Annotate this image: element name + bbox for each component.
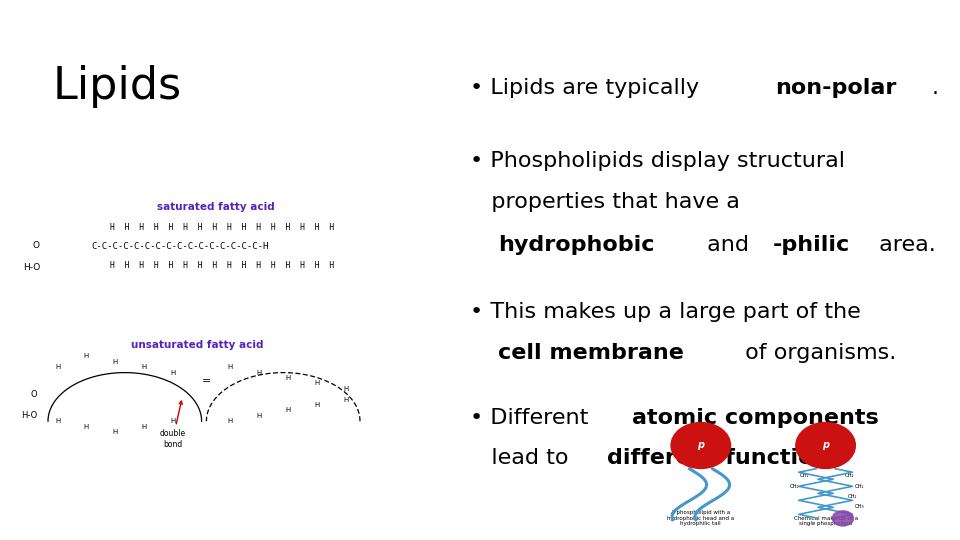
Text: H: H <box>256 369 262 376</box>
Text: H: H <box>285 375 291 381</box>
Text: hydrophobic: hydrophobic <box>498 235 655 255</box>
Text: H: H <box>343 396 348 403</box>
Ellipse shape <box>671 422 731 468</box>
Text: H: H <box>112 359 118 365</box>
Ellipse shape <box>796 422 855 468</box>
Text: H: H <box>228 364 233 370</box>
Text: H: H <box>256 413 262 419</box>
Text: H: H <box>141 423 147 430</box>
Text: H: H <box>84 423 89 430</box>
Text: properties that have a: properties that have a <box>470 192 740 212</box>
Text: H: H <box>343 386 348 392</box>
Text: H: H <box>55 418 60 424</box>
Text: area.: area. <box>872 235 936 255</box>
Text: .: . <box>932 78 939 98</box>
Text: of organisms.: of organisms. <box>738 343 896 363</box>
Text: CH₂: CH₂ <box>790 483 800 489</box>
Text: different functions: different functions <box>607 448 842 468</box>
Text: H  H  H  H  H  H  H  H  H  H  H  H  H  H  H  H: H H H H H H H H H H H H H H H H <box>110 224 335 232</box>
Text: non-polar: non-polar <box>776 78 897 98</box>
Text: double
bond: double bond <box>159 401 186 449</box>
Text: and: and <box>700 235 756 255</box>
Text: H: H <box>170 418 176 424</box>
Ellipse shape <box>832 511 853 526</box>
Text: H: H <box>314 380 320 387</box>
Text: Chemical make-up of a
single phospholipid: Chemical make-up of a single phospholipi… <box>794 516 857 526</box>
Text: Lipids: Lipids <box>53 65 182 108</box>
Text: CH₃: CH₃ <box>854 504 864 509</box>
Text: • Phospholipids display structural: • Phospholipids display structural <box>470 151 846 171</box>
Text: CH₂: CH₂ <box>845 472 854 478</box>
Text: H: H <box>112 429 118 435</box>
Text: =: = <box>202 376 211 386</box>
Text: p: p <box>822 441 829 450</box>
Text: CH₂: CH₂ <box>854 483 864 489</box>
Text: atomic components: atomic components <box>633 408 879 428</box>
Text: H: H <box>55 364 60 370</box>
Text: cell membrane: cell membrane <box>498 343 684 363</box>
Text: O: O <box>31 390 36 399</box>
Text: lead to: lead to <box>470 448 576 468</box>
Text: A phospholipid with a
hydrophobic head and a
hydrophilic tail: A phospholipid with a hydrophobic head a… <box>667 510 734 526</box>
Text: H: H <box>228 418 233 424</box>
Text: p: p <box>697 441 705 450</box>
Text: • Lipids are typically: • Lipids are typically <box>470 78 707 98</box>
Text: -philic: -philic <box>773 235 850 255</box>
Text: H: H <box>84 353 89 360</box>
Text: C-C-C-C-C-C-C-C-C-C-C-C-C-C-C-C-H: C-C-C-C-C-C-C-C-C-C-C-C-C-C-C-C-H <box>91 242 269 251</box>
Text: • Different: • Different <box>470 408 596 428</box>
Text: H-O: H-O <box>23 263 40 272</box>
Text: • This makes up a large part of the: • This makes up a large part of the <box>470 302 861 322</box>
Text: O: O <box>33 241 40 250</box>
Text: H: H <box>170 369 176 376</box>
Text: H  H  H  H  H  H  H  H  H  H  H  H  H  H  H  H: H H H H H H H H H H H H H H H H <box>110 261 335 270</box>
Text: H-O: H-O <box>21 411 36 420</box>
Text: CH₂: CH₂ <box>848 494 857 500</box>
Text: H: H <box>285 407 291 414</box>
Text: CH₂: CH₂ <box>800 472 809 478</box>
Text: unsaturated fatty acid: unsaturated fatty acid <box>131 340 263 350</box>
Text: H: H <box>314 402 320 408</box>
Text: saturated fatty acid: saturated fatty acid <box>157 202 275 213</box>
Text: H: H <box>141 364 147 370</box>
